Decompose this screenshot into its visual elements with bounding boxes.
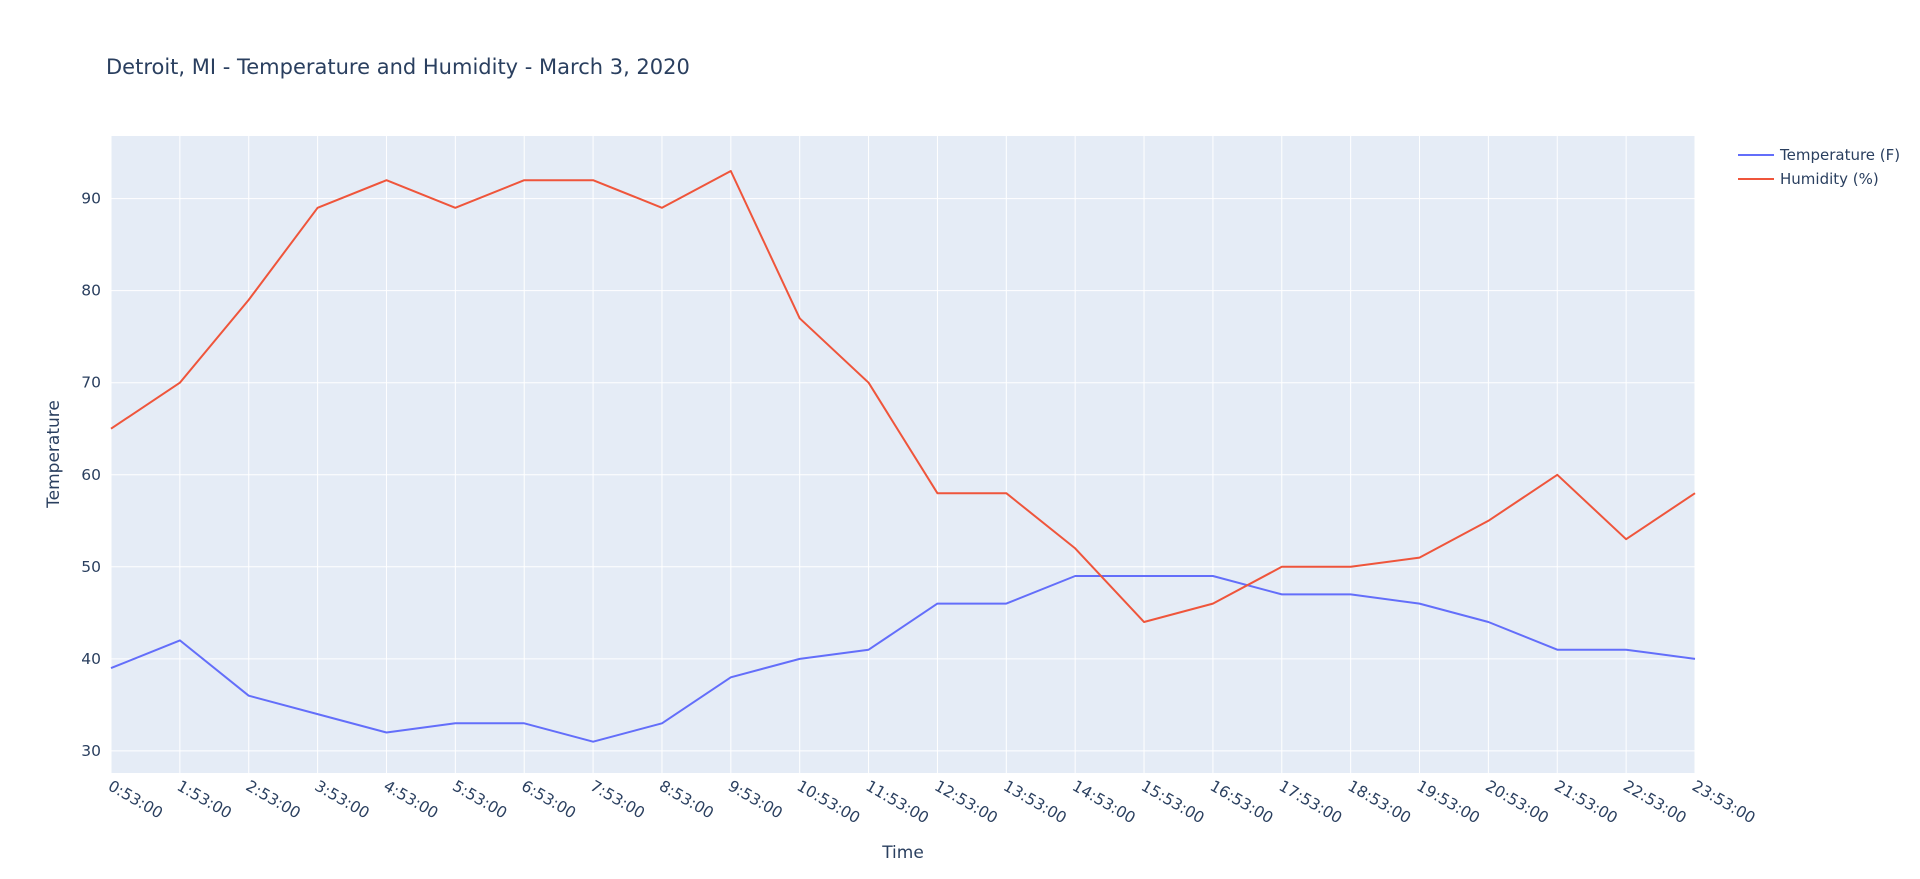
x-tick-label: 23:53:00 bbox=[1689, 777, 1758, 827]
chart-title: Detroit, MI - Temperature and Humidity -… bbox=[106, 55, 690, 79]
x-tick-label: 1:53:00 bbox=[174, 777, 235, 822]
y-tick-label: 70 bbox=[81, 374, 101, 392]
y-axis: 30 40 50 60 70 80 90 bbox=[81, 190, 101, 760]
x-tick-label: 3:53:00 bbox=[312, 777, 373, 822]
x-tick-label: 4:53:00 bbox=[380, 777, 441, 822]
x-tick-label: 0:53:00 bbox=[105, 777, 166, 822]
x-tick-label: 5:53:00 bbox=[449, 777, 510, 822]
x-tick-label: 15:53:00 bbox=[1138, 777, 1207, 827]
y-tick-label: 90 bbox=[81, 190, 101, 208]
x-tick-label: 9:53:00 bbox=[725, 777, 786, 822]
legend-item-humidity[interactable]: Humidity (%) bbox=[1738, 170, 1879, 188]
x-tick-label: 13:53:00 bbox=[1000, 777, 1069, 827]
x-tick-label: 18:53:00 bbox=[1345, 777, 1414, 827]
x-tick-label: 8:53:00 bbox=[656, 777, 717, 822]
x-tick-label: 2:53:00 bbox=[243, 777, 304, 822]
series-line-humidity[interactable] bbox=[110, 170, 1696, 623]
y-axis-title: Temperature bbox=[44, 400, 64, 509]
x-axis: 0:53:00 1:53:00 2:53:00 3:53:00 4:53:00 5:53:… bbox=[105, 777, 1758, 827]
x-tick-label: 22:53:00 bbox=[1620, 777, 1689, 827]
legend[interactable]: Temperature (F) Humidity (%) bbox=[1738, 146, 1900, 188]
series-line-temperature[interactable] bbox=[110, 575, 1696, 743]
plot-area bbox=[111, 136, 1695, 773]
grid bbox=[110, 136, 1696, 773]
x-tick-label: 10:53:00 bbox=[794, 777, 863, 827]
y-tick-label: 30 bbox=[81, 742, 101, 760]
legend-item-temperature[interactable]: Temperature (F) bbox=[1738, 146, 1900, 164]
x-tick-label: 12:53:00 bbox=[931, 777, 1000, 827]
series-layer bbox=[110, 170, 1696, 743]
x-tick-label: 6:53:00 bbox=[518, 777, 579, 822]
legend-label: Humidity (%) bbox=[1780, 170, 1879, 188]
legend-label: Temperature (F) bbox=[1779, 146, 1900, 164]
x-tick-label: 17:53:00 bbox=[1276, 777, 1345, 827]
y-tick-label: 80 bbox=[81, 282, 101, 300]
x-tick-label: 7:53:00 bbox=[587, 777, 648, 822]
x-tick-label: 16:53:00 bbox=[1207, 777, 1276, 827]
x-tick-label: 19:53:00 bbox=[1414, 777, 1483, 827]
x-tick-label: 11:53:00 bbox=[863, 777, 932, 827]
x-tick-label: 14:53:00 bbox=[1069, 777, 1138, 827]
x-axis-title: Time bbox=[881, 843, 924, 863]
x-tick-label: 20:53:00 bbox=[1482, 777, 1551, 827]
y-tick-label: 40 bbox=[81, 650, 101, 668]
y-tick-label: 50 bbox=[81, 558, 101, 576]
x-tick-label: 21:53:00 bbox=[1551, 777, 1620, 827]
y-tick-label: 60 bbox=[81, 466, 101, 484]
